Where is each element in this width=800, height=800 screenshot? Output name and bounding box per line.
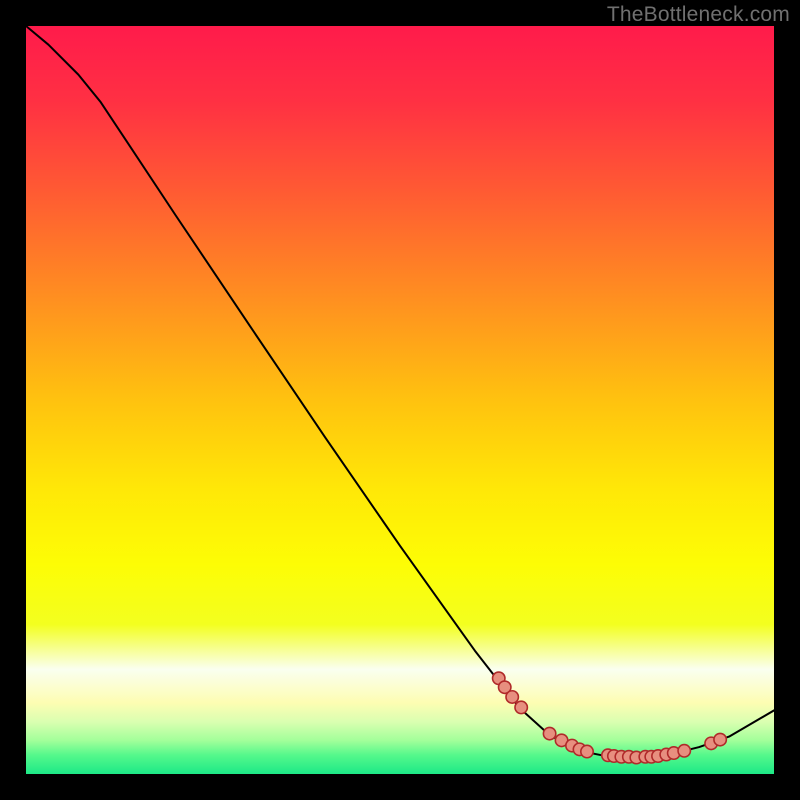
chart-frame: TheBottleneck.com [0, 0, 800, 800]
data-marker [714, 733, 726, 745]
data-marker [515, 701, 527, 713]
data-marker [506, 691, 518, 703]
data-marker [543, 727, 555, 739]
chart-svg [26, 26, 774, 774]
watermark-text: TheBottleneck.com [607, 3, 790, 27]
plot-area [26, 26, 774, 774]
data-marker [678, 745, 690, 757]
gradient-background [26, 26, 774, 774]
data-marker [581, 745, 593, 757]
